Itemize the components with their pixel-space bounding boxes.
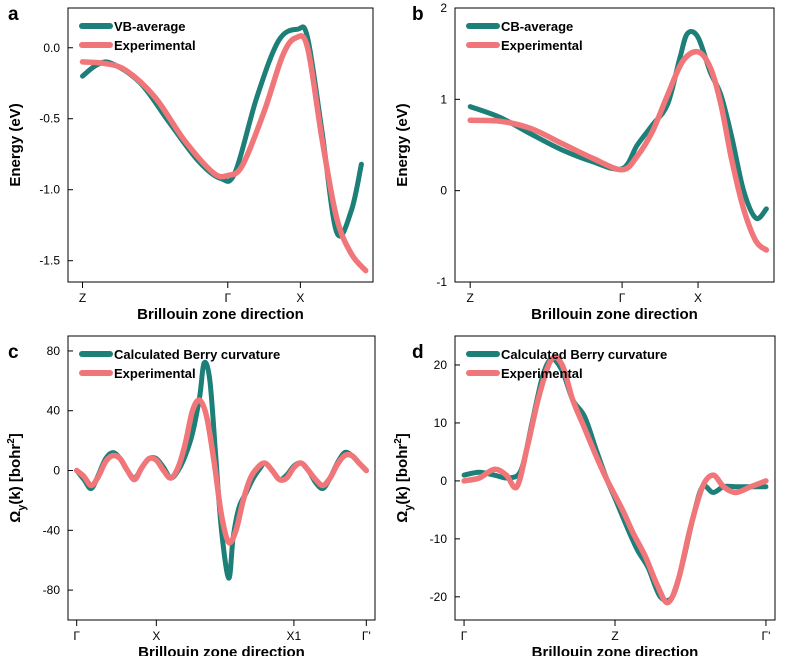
y-tick-label: -0.5 [39, 112, 60, 126]
x-axis-label: Brillouin zone direction [137, 306, 304, 323]
plot-frame [454, 7, 775, 283]
y-axis-label-part: y [16, 504, 28, 511]
x-tick-label: X [296, 291, 304, 305]
x-tick-label: X1 [287, 629, 302, 643]
panel-letter: d [412, 342, 424, 363]
series-line-experimental [461, 354, 769, 606]
y-axis-label-part: (k) [bohr [7, 444, 24, 505]
y-axis-label-part: y [403, 504, 415, 511]
series-line-experimental [467, 48, 770, 253]
x-tick-label: Γ [73, 629, 80, 643]
y-axis-label: Energy (eV) [394, 103, 411, 186]
y-tick-label: 0 [440, 184, 447, 198]
x-tick-label: Γ [619, 291, 626, 305]
y-axis-label-part: Ω [7, 511, 24, 523]
y-axis-label-part: ] [394, 433, 411, 438]
y-axis-label-part: 2 [6, 438, 17, 444]
series-line-experimental [73, 397, 370, 546]
y-axis-label-part: 2 [393, 438, 404, 444]
x-tick-label: Γ' [362, 629, 371, 643]
legend-label: Experimental [501, 366, 583, 381]
panel-letter: a [8, 4, 19, 25]
y-tick-label: 0 [53, 464, 60, 478]
y-tick-label: 20 [434, 358, 448, 372]
legend-label: Experimental [114, 38, 196, 53]
series-line-calculated [74, 359, 369, 581]
x-tick-label: X [152, 629, 160, 643]
y-tick-label: -1.5 [39, 254, 60, 268]
y-tick-label: 1 [440, 92, 447, 106]
y-tick-label: 10 [434, 416, 448, 430]
panel-letter: c [8, 342, 19, 363]
x-tick-label: Z [467, 291, 474, 305]
x-tick-label: Z [79, 291, 86, 305]
y-tick-label: 80 [47, 344, 61, 358]
y-axis-label-part: Ω [394, 511, 411, 523]
y-tick-label: -1 [436, 275, 447, 289]
panel-letter: b [412, 4, 424, 25]
x-axis-label: Brillouin zone direction [532, 644, 699, 656]
y-axis-label: Ωy(k) [bohr2] [6, 433, 28, 523]
panel-d: d 20 10 0 -10 -20 Γ Z Γ' Brillouin zone direction… [393, 335, 776, 656]
y-axis-label: Ωy(k) [bohr2] [393, 433, 415, 523]
x-axis-label: Brillouin zone direction [531, 306, 698, 323]
y-tick-label: 0.0 [43, 41, 60, 55]
x-tick-label: Z [611, 629, 618, 643]
plot-frame [67, 335, 376, 621]
y-tick-label: -10 [430, 532, 448, 546]
x-axis-label: Brillouin zone direction [138, 644, 305, 656]
legend-label: CB-average [501, 19, 573, 34]
x-tick-label: Γ [224, 291, 231, 305]
y-tick-label: 0 [440, 474, 447, 488]
legend-label: Calculated Berry curvature [501, 347, 667, 362]
panel-c: c 80 40 0 -40 -80 Γ X X1 Γ' Brillouin zone directi… [6, 335, 376, 656]
plot-frame [67, 7, 374, 283]
y-tick-label: 40 [47, 404, 61, 418]
x-tick-label: Γ' [761, 629, 770, 643]
y-tick-label: -1.0 [39, 183, 60, 197]
legend-label: Calculated Berry curvature [114, 347, 280, 362]
legend-label: Experimental [114, 366, 196, 381]
y-axis-label: Energy (eV) [7, 103, 24, 186]
y-tick-label: 2 [440, 1, 447, 15]
legend-label: Experimental [501, 38, 583, 53]
series-line-experimental [79, 33, 369, 274]
y-axis-label-part: ] [7, 433, 24, 438]
y-tick-label: -20 [430, 590, 448, 604]
legend-label: VB-average [114, 19, 186, 34]
x-tick-label: X [694, 291, 702, 305]
x-tick-label: Γ [461, 629, 468, 643]
y-axis-label-part: (k) [bohr [394, 444, 411, 505]
y-tick-label: -80 [43, 583, 61, 597]
y-tick-label: -40 [43, 523, 61, 537]
